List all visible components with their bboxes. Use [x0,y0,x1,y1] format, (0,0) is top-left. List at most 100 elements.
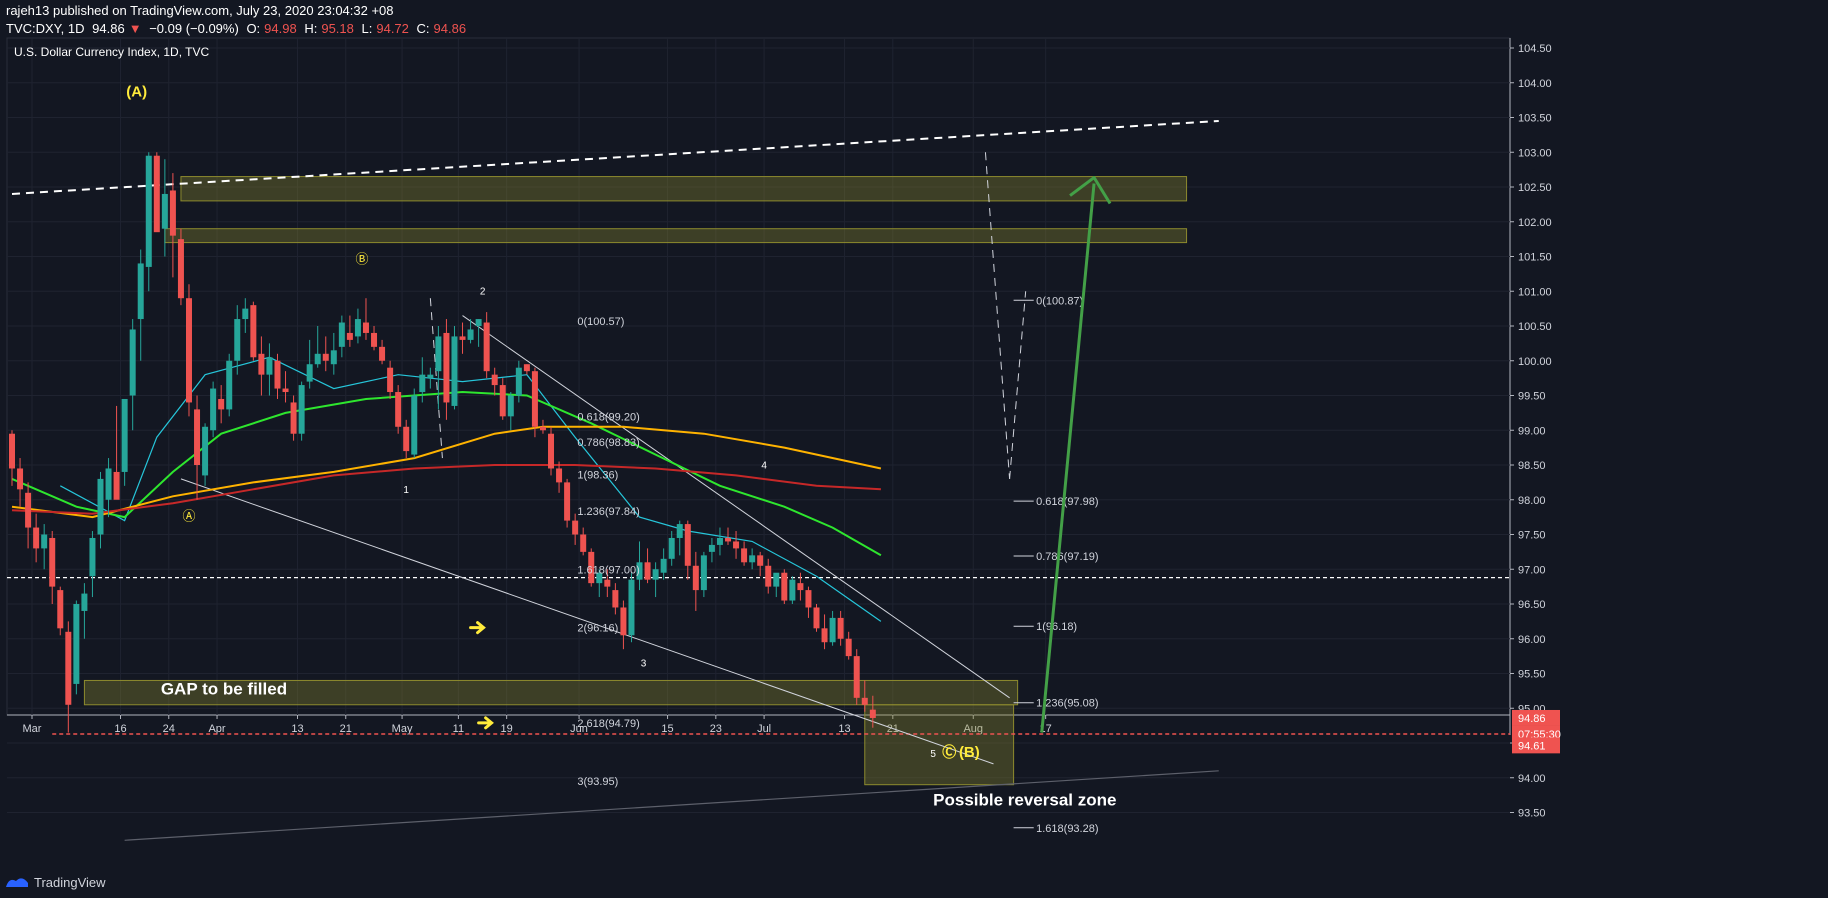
close-value: 94.86 [433,21,467,36]
wave-label: Ⓒ [942,744,956,760]
ohlc-line: TVC:DXY, 1D 94.86 ▼ −0.09 (−0.09%) O: 94.9… [6,20,470,38]
candle-body [628,579,635,636]
y-tick-label: 101.00 [1518,286,1552,298]
y-tick-label: 99.50 [1518,391,1546,403]
wave-label: Ⓐ [182,509,195,524]
candle-body [41,534,48,549]
candle-body [169,190,176,236]
candle-body [137,263,144,320]
candle-body [692,565,699,591]
candle-body [813,607,820,629]
arrow-right-icon [469,621,486,635]
candle-body [483,322,490,372]
fib-level-label: 0.786(98.83) [577,437,639,449]
candle-body [660,558,667,573]
chart-header: rajeh13 published on TradingView.com, Ju… [6,2,470,38]
candle-body [475,319,482,326]
candle-body [306,364,313,382]
candle-body [604,579,611,587]
candle-body [789,579,796,601]
candle-body [282,388,289,393]
candle-body [290,402,297,434]
x-tick-label: 21 [340,723,352,735]
candle-body [210,388,217,431]
trendline [124,770,1219,841]
candle-body [708,544,715,552]
candle-body [338,322,345,347]
wave-label: 1 [403,485,409,496]
x-tick-label: Jul [757,723,771,735]
y-tick-label: 94.00 [1518,773,1546,785]
candle-body [234,319,241,361]
fib-level-label: 1.618(97.00) [577,564,639,576]
candle-body [797,583,804,591]
x-tick-label: Aug [963,723,983,735]
candle-body [765,565,772,587]
candle-body [507,395,514,417]
candle-body [773,572,780,587]
candle-body [725,537,732,542]
candle-body [733,541,740,549]
candle-body [371,332,378,347]
trendline [11,119,1219,195]
candle-body [387,367,394,393]
wave-label: (A) [126,84,147,101]
candle-body [781,572,788,601]
wave-label: 5 [930,749,936,760]
candle-body [652,569,659,580]
candle-body [17,468,24,490]
x-tick-label: Jun [570,723,588,735]
candle-body [258,353,265,375]
candle-body [346,332,353,340]
y-tick-label: 96.00 [1518,634,1546,646]
highlight-zone [164,228,1188,244]
x-tick-label: Mar [23,723,42,735]
low-label: L: [361,21,373,36]
fib-level-label: 3(93.95) [577,776,618,788]
candle-body [837,617,844,639]
moving-average-line [11,464,881,515]
candle-body [33,527,40,549]
candle-body [89,537,96,577]
candle-body [403,426,410,452]
y-tick-label: 101.50 [1518,252,1552,264]
candle-body [620,607,627,636]
candle-body [226,360,233,410]
candle-body [556,468,563,483]
candle-body [322,353,329,361]
candle-body [242,308,249,320]
candle-body [250,305,257,358]
candle-body [435,336,442,372]
plot-frame [6,37,1511,716]
x-tick-label: 11 [453,723,464,735]
open-value: 94.98 [264,21,297,36]
candle-body [845,638,852,657]
tradingview-brand[interactable]: TradingView [34,874,106,890]
wave-label: 3 [641,659,647,670]
y-tick-label: 103.00 [1518,147,1552,159]
low-price-label-bg [1512,737,1560,754]
x-tick-label: 19 [501,723,513,735]
candle-body [153,155,160,233]
candle-body [491,374,498,386]
moving-average-line [11,425,882,519]
moving-average-line [60,356,882,622]
fib-level-label: 1.618(93.28) [1036,823,1098,835]
low-price-label: 94.61 [1518,740,1546,752]
y-tick-label: 100.50 [1518,321,1552,333]
candle-body [523,364,530,372]
candle-body [684,524,691,566]
candle-body [274,360,281,389]
candle-body [805,590,812,608]
y-tick-label: 104.00 [1518,78,1552,90]
wave-label: (B) [959,744,980,761]
candle-body [749,555,756,563]
candle-body [861,697,868,705]
tradingview-logo-icon [6,878,28,887]
candle-body [757,555,764,566]
candle-body [588,551,595,584]
fib-level-label: 0.786(97.19) [1036,551,1098,563]
price-change: −0.09 (−0.09%) [149,21,239,36]
y-tick-label: 99.00 [1518,425,1546,437]
